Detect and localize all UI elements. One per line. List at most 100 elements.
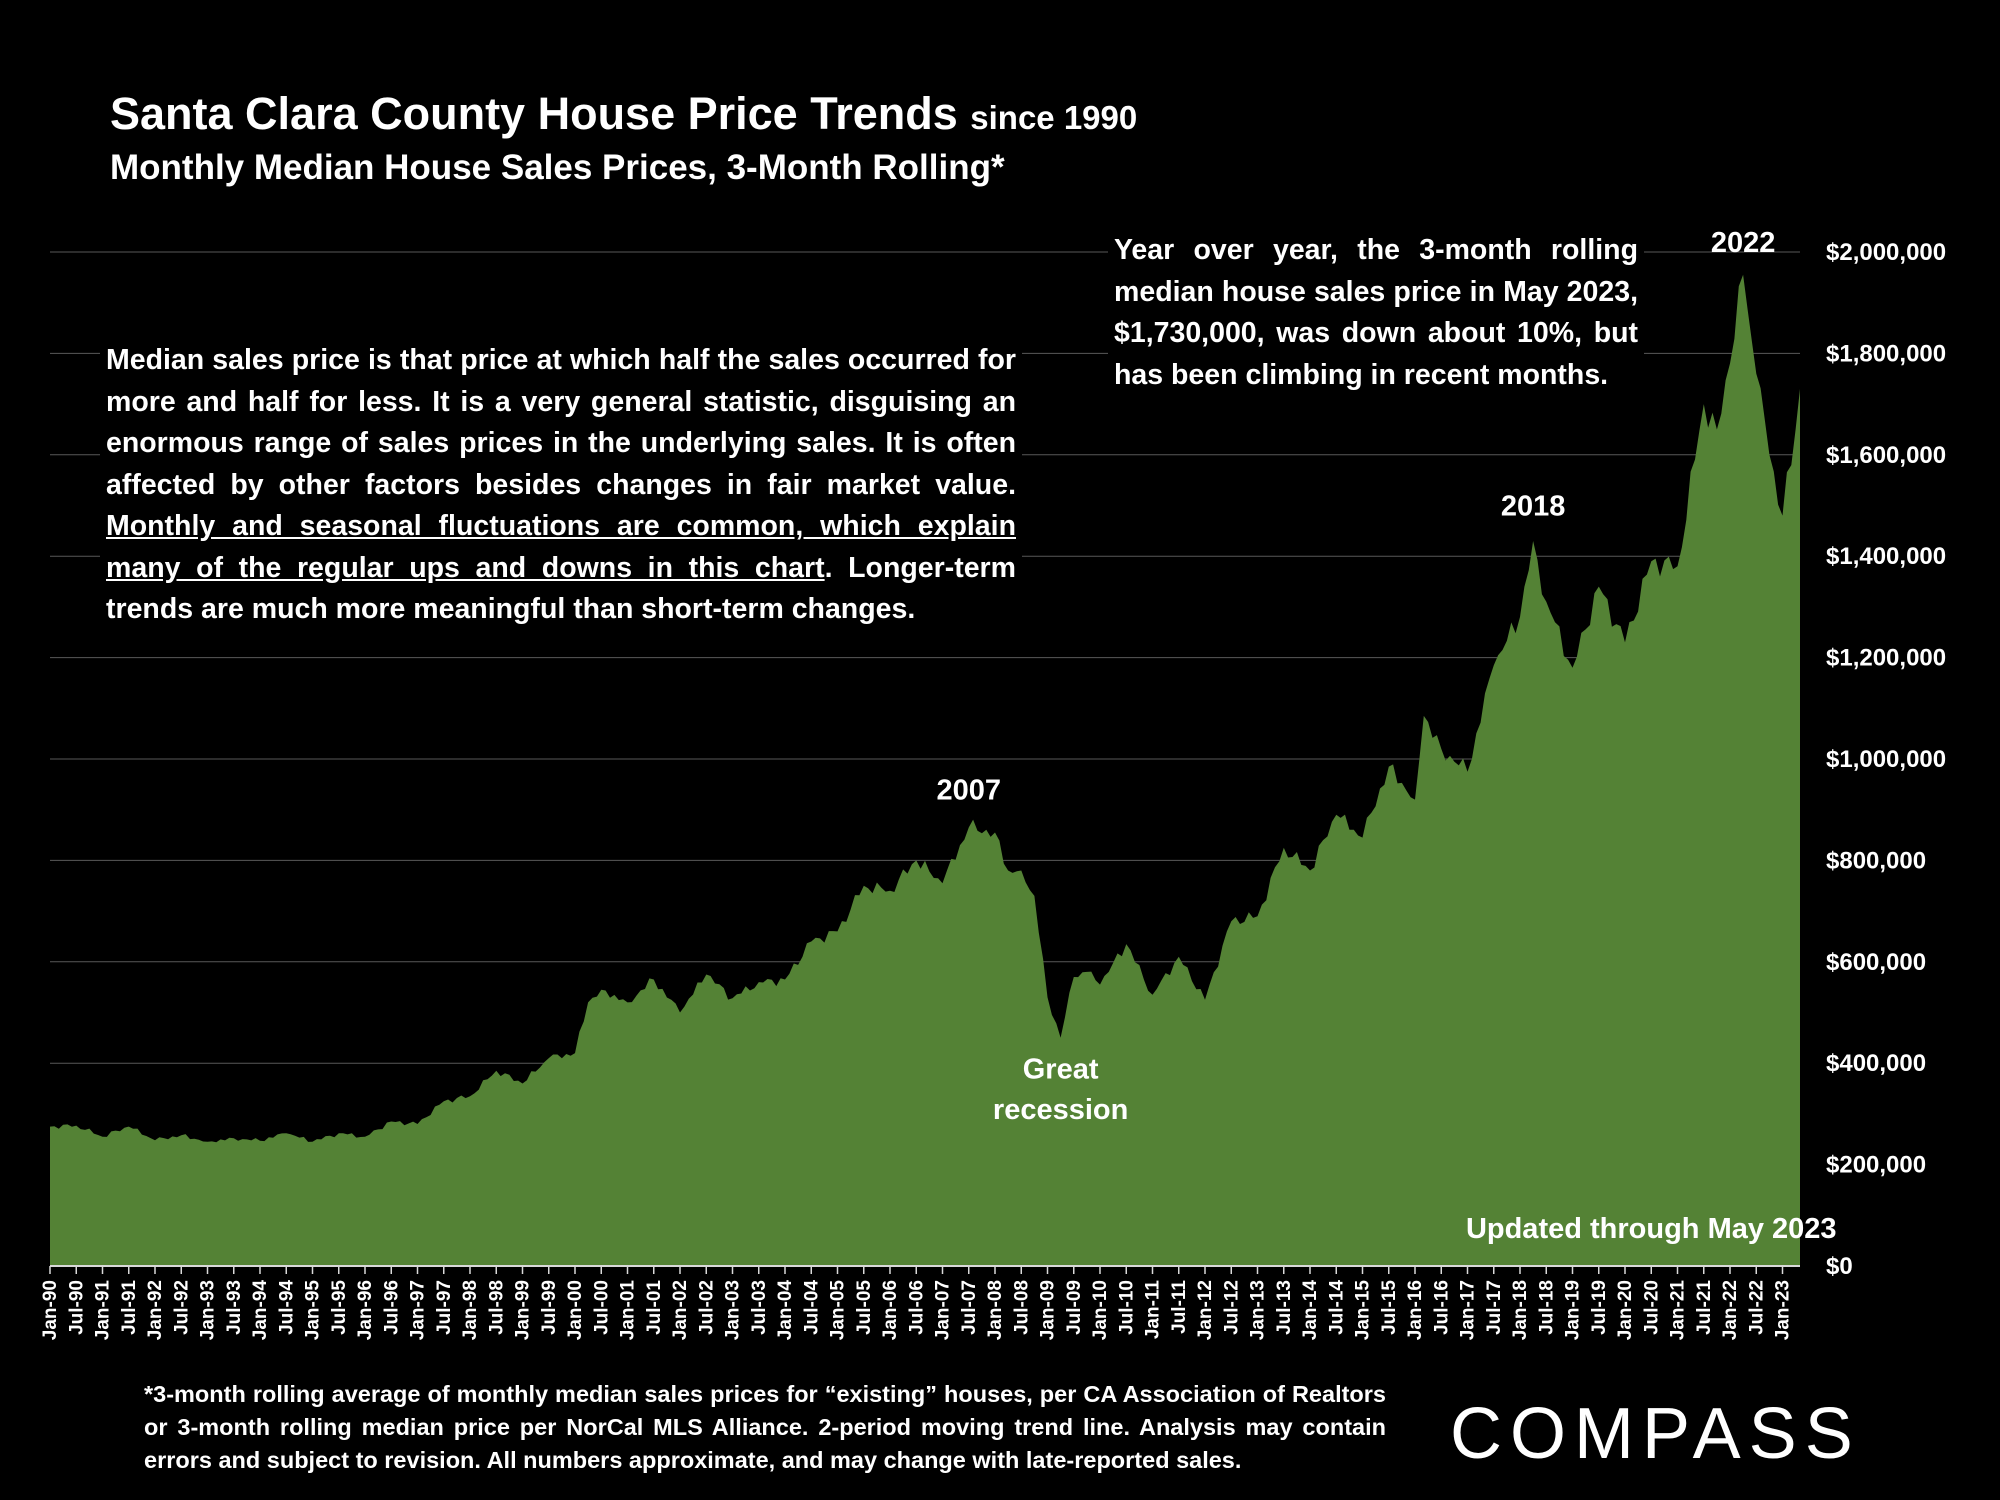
x-tick-label: Jan-05	[828, 1280, 849, 1341]
x-tick-label: Jul-08	[1011, 1280, 1032, 1335]
x-tick-label: Jan-08	[985, 1280, 1006, 1340]
x-tick-label: Jul-12	[1221, 1280, 1242, 1335]
x-tick-label: Jul-06	[906, 1280, 927, 1335]
x-tick-label: Jan-15	[1353, 1280, 1374, 1341]
x-tick-label: Jul-94	[276, 1280, 297, 1335]
x-tick-label: Jul-22	[1746, 1280, 1767, 1335]
median-explanation-note: Median sales price is that price at whic…	[100, 340, 1022, 631]
x-tick-label: Jan-93	[198, 1280, 219, 1340]
x-tick-label: Jan-13	[1248, 1280, 1269, 1340]
x-tick-label: Jan-90	[40, 1280, 61, 1340]
x-tick-label: Jul-18	[1536, 1280, 1557, 1335]
y-tick-label: $1,600,000	[1826, 442, 1946, 469]
chart-annotation: 2022	[1711, 227, 1776, 259]
y-tick-label: $200,000	[1826, 1152, 1926, 1179]
chart-annotation: Great	[1023, 1053, 1099, 1085]
y-tick-label: $1,800,000	[1826, 340, 1946, 367]
chart-annotations: 2007 Great recession 2018 2022 Updated throug…	[936, 227, 1836, 1245]
x-tick-label: Jul-93	[224, 1280, 245, 1335]
y-tick-label: $2,000,000	[1826, 239, 1946, 266]
x-tick-label: Jul-20	[1641, 1280, 1662, 1335]
x-tick-label: Jan-09	[1038, 1280, 1059, 1340]
chart-annotation: recession	[993, 1094, 1128, 1126]
y-tick-label: $800,000	[1826, 847, 1926, 874]
x-tick-label: Jul-16	[1431, 1280, 1452, 1335]
x-tick-label: Jan-00	[565, 1280, 586, 1340]
x-tick-label: Jan-14	[1300, 1280, 1321, 1341]
x-tick-label: Jul-97	[434, 1280, 455, 1335]
x-tick-label: Jan-98	[460, 1280, 481, 1340]
x-tick-label: Jan-94	[250, 1280, 271, 1341]
chart-annotation: 2018	[1501, 491, 1566, 523]
x-tick-label: Jan-03	[723, 1280, 744, 1340]
x-tick-label: Jan-04	[775, 1280, 796, 1341]
x-tick-label: Jan-95	[303, 1280, 324, 1341]
chart-annotation: 2007	[936, 775, 1001, 807]
x-tick-label: Jul-02	[696, 1280, 717, 1335]
x-tick-label: Jan-10	[1090, 1280, 1111, 1340]
chart-subtitle: Monthly Median House Sales Prices, 3-Mon…	[110, 148, 1005, 187]
x-tick-label: Jul-13	[1274, 1280, 1295, 1335]
x-tick-label: Jan-97	[408, 1280, 429, 1340]
y-tick-label: $1,000,000	[1826, 746, 1946, 773]
x-tick-label: Jan-96	[355, 1280, 376, 1340]
compass-logo: COMPASS	[1450, 1394, 1861, 1472]
x-tick-label: Jul-01	[644, 1280, 665, 1335]
x-tick-label: Jan-01	[618, 1280, 639, 1341]
y-tick-label: $600,000	[1826, 949, 1926, 976]
x-tick-label: Jul-17	[1484, 1280, 1505, 1335]
x-tick-label: Jan-07	[933, 1280, 954, 1340]
x-tick-label: Jul-11	[1169, 1280, 1190, 1334]
note-left-text-1: Median sales price is that price at whic…	[106, 344, 1016, 501]
x-tick-label: Jul-96	[381, 1280, 402, 1335]
x-tick-label: Jul-09	[1064, 1280, 1085, 1335]
year-over-year-note: Year over year, the 3-month rolling medi…	[1108, 230, 1644, 402]
x-tick-label: Jul-05	[854, 1280, 875, 1335]
x-tick-label: Jan-16	[1405, 1280, 1426, 1340]
y-tick-label: $0	[1826, 1253, 1853, 1280]
chart-title-main: Santa Clara County House Price Trends	[110, 88, 958, 139]
x-tick-label: Jan-02	[670, 1280, 691, 1340]
price-area	[50, 274, 1800, 1266]
x-tick-label: Jul-95	[329, 1280, 350, 1335]
x-tick-label: Jul-14	[1326, 1280, 1347, 1335]
x-tick-label: Jan-23	[1773, 1280, 1794, 1340]
note-left-text-2: . Longer-term trends are much more meani…	[106, 551, 1016, 626]
chart-title-suffix: since 1990	[970, 99, 1138, 136]
x-tick-label: Jul-07	[959, 1280, 980, 1335]
y-tick-label: $1,200,000	[1826, 645, 1946, 672]
x-tick-label: Jul-19	[1589, 1280, 1610, 1335]
x-tick-label: Jul-10	[1116, 1280, 1137, 1335]
x-tick-label: Jan-17	[1458, 1280, 1479, 1340]
y-tick-label: $400,000	[1826, 1050, 1926, 1077]
x-tick-label: Jan-19	[1563, 1280, 1584, 1340]
x-tick-label: Jan-21	[1668, 1280, 1689, 1341]
x-tick-label: Jul-98	[486, 1280, 507, 1335]
x-tick-label: Jan-92	[145, 1280, 166, 1340]
x-tick-label: Jan-20	[1615, 1280, 1636, 1340]
x-axis: Jan-90 Jul-90 Jan-91 Jul-91 Jan-92 Jul-92 Jan-…	[40, 1265, 1800, 1341]
chart-title: Santa Clara County House Price Trends si…	[110, 88, 1137, 140]
x-tick-label: Jul-92	[171, 1280, 192, 1335]
x-tick-label: Jul-03	[749, 1280, 770, 1335]
y-axis: $0 $200,000 $400,000 $600,000 $800,000 $1,000…	[1826, 239, 1946, 1280]
x-tick-label: Jul-04	[801, 1280, 822, 1335]
x-tick-label: Jan-18	[1510, 1280, 1531, 1340]
x-tick-label: Jan-91	[93, 1280, 114, 1341]
note-left-underlined: Monthly and seasonal fluctuations are co…	[106, 510, 1016, 584]
x-tick-label: Jul-99	[539, 1280, 560, 1335]
x-tick-label: Jul-00	[591, 1280, 612, 1335]
compass-logo-text: COMPASS	[1450, 1394, 1861, 1472]
footnote: *3-month rolling average of monthly medi…	[144, 1381, 1386, 1473]
x-tick-label: Jul-90	[66, 1280, 87, 1335]
x-tick-label: Jan-22	[1720, 1280, 1741, 1340]
x-tick-label: Jul-15	[1379, 1280, 1400, 1335]
x-tick-label: Jan-12	[1195, 1280, 1216, 1340]
chart-annotation: Updated through May 2023	[1466, 1213, 1837, 1245]
y-tick-label: $1,400,000	[1826, 543, 1946, 570]
x-tick-label: Jan-99	[513, 1280, 534, 1340]
x-tick-label: Jul-21	[1694, 1280, 1715, 1335]
x-tick-label: Jan-11	[1143, 1280, 1164, 1340]
x-tick-label: Jul-91	[119, 1280, 140, 1335]
